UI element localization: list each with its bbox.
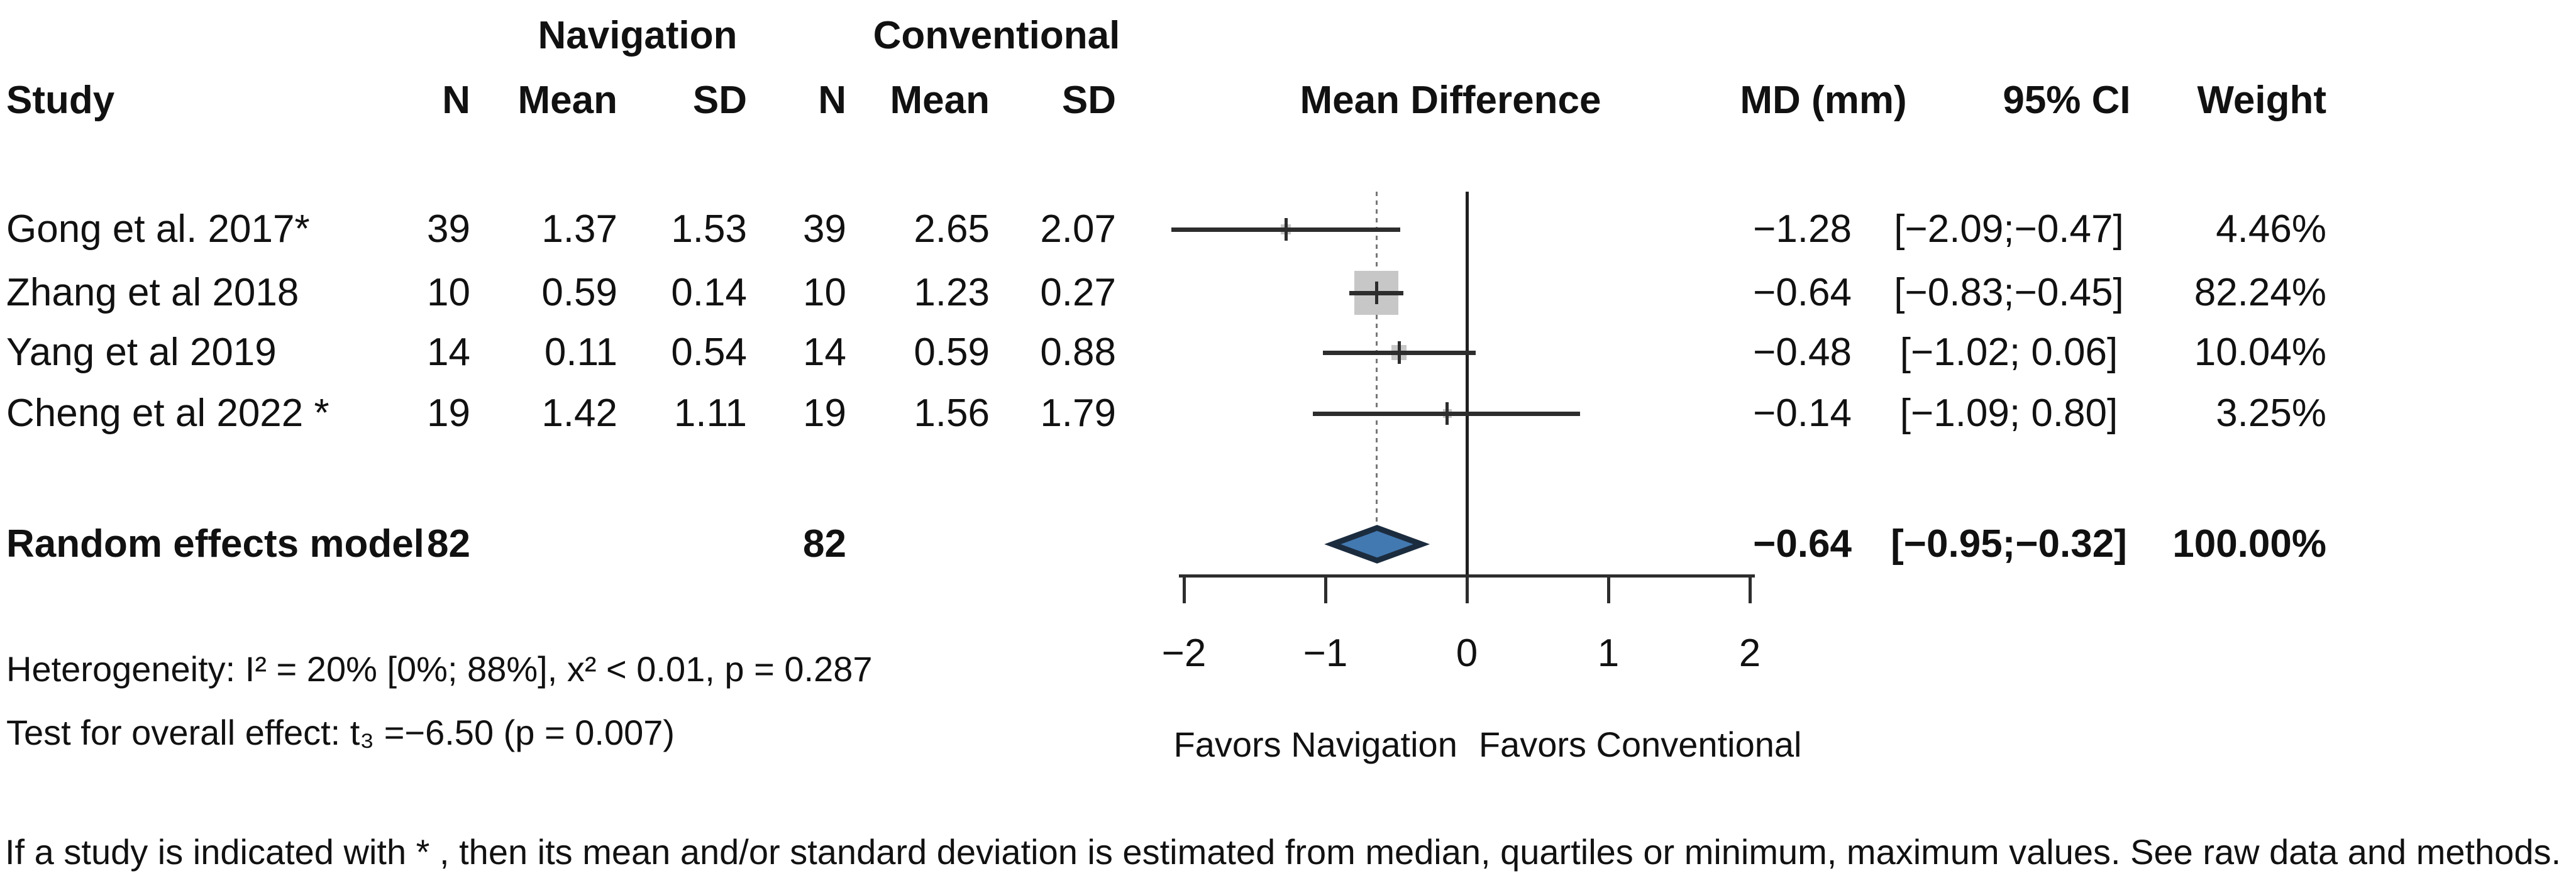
group-header-navigation: Navigation — [538, 14, 738, 57]
ci-value: [−2.09;−0.47] — [1894, 207, 2124, 251]
nav-n: 10 — [427, 271, 470, 314]
conv-n: 14 — [803, 331, 846, 374]
nav-mean: 1.42 — [541, 392, 617, 435]
col-header-nav-n: N — [442, 79, 470, 122]
summary-weight-value: 100.00% — [2172, 522, 2326, 566]
nav-sd: 0.54 — [671, 331, 747, 374]
ci-value: [−0.83;−0.45] — [1894, 271, 2124, 314]
heterogeneity-note: Heterogeneity: I² = 20% [0%; 88%], x² < … — [6, 649, 873, 689]
study-name: Zhang et al 2018 — [6, 271, 299, 314]
study-name: Gong et al. 2017* — [6, 207, 310, 251]
overall-effect-note: Test for overall effect: t₃ =−6.50 (p = … — [6, 713, 675, 752]
summary-conv-n: 82 — [803, 522, 846, 566]
nav-sd: 1.53 — [671, 207, 747, 251]
col-header-nav-mean: Mean — [517, 79, 617, 122]
col-header-nav-sd: SD — [692, 79, 747, 122]
study-md-tick — [1374, 282, 1378, 304]
x-axis-tick-label: −1 — [1303, 632, 1348, 675]
x-axis-tick-label: 0 — [1456, 632, 1478, 675]
conv-n: 19 — [803, 392, 846, 435]
conv-n: 10 — [803, 271, 846, 314]
summary-nav-n: 82 — [427, 522, 470, 566]
nav-sd: 1.11 — [673, 392, 747, 435]
md-value: −0.64 — [1753, 271, 1852, 314]
conv-mean: 1.23 — [914, 271, 990, 314]
x-axis-tick — [1182, 574, 1186, 603]
conv-sd: 0.27 — [1040, 271, 1116, 314]
conv-n: 39 — [803, 207, 846, 251]
md-value: −0.48 — [1753, 331, 1852, 374]
conv-mean: 1.56 — [914, 392, 990, 435]
md-value: −1.28 — [1753, 207, 1852, 251]
weight-value: 3.25% — [2216, 392, 2326, 435]
conv-sd: 0.88 — [1040, 331, 1116, 374]
nav-mean: 0.11 — [544, 331, 617, 374]
x-axis-tick-label: 2 — [1739, 632, 1761, 675]
favors-left-label: Favors Navigation — [1173, 725, 1457, 764]
study-md-tick — [1446, 402, 1449, 425]
col-header-mean-difference: Mean Difference — [1300, 79, 1601, 122]
nav-n: 19 — [427, 392, 470, 435]
study-md-tick — [1284, 218, 1288, 241]
summary-md-value: −0.64 — [1753, 522, 1852, 566]
nav-n: 39 — [427, 207, 470, 251]
weight-value: 82.24% — [2194, 271, 2326, 314]
study-name: Yang et al 2019 — [6, 331, 277, 374]
asterisk-footnote: If a study is indicated with * , then it… — [5, 832, 2562, 872]
col-header-conv-sd: SD — [1061, 79, 1116, 122]
x-axis-tick-label: −2 — [1161, 632, 1207, 675]
col-header-md-mm: MD (mm) — [1740, 79, 1907, 122]
favors-labels: Favors Navigation Favors Conventional — [1174, 727, 1802, 762]
group-header-conventional: Conventional — [873, 14, 1120, 57]
x-axis-tick — [1748, 574, 1752, 603]
nav-sd: 0.14 — [671, 271, 747, 314]
weight-value: 4.46% — [2216, 207, 2326, 251]
ci-value: [−1.02; 0.06] — [1899, 331, 2118, 374]
nav-n: 14 — [427, 331, 470, 374]
pooled-effect-dashed-line — [1375, 192, 1378, 531]
x-axis-tick-label: 1 — [1597, 632, 1620, 675]
favors-right-label: Favors Conventional — [1478, 725, 1802, 764]
study-name: Cheng et al 2022 * — [6, 392, 329, 435]
x-axis-tick — [1465, 574, 1469, 603]
x-axis-tick — [1324, 574, 1327, 603]
conv-sd: 1.79 — [1040, 392, 1116, 435]
zero-line — [1465, 192, 1469, 602]
study-md-tick — [1397, 341, 1401, 364]
ci-value: [−1.09; 0.80] — [1899, 392, 2118, 435]
weight-value: 10.04% — [2194, 331, 2326, 374]
summary-label: Random effects model — [6, 522, 424, 566]
summary-ci-value: [−0.95;−0.32] — [1891, 522, 2127, 566]
conv-mean: 2.65 — [914, 207, 990, 251]
col-header-conv-n: N — [818, 79, 846, 122]
col-header-conv-mean: Mean — [890, 79, 990, 122]
col-header-study: Study — [6, 79, 115, 122]
conv-mean: 0.59 — [914, 331, 990, 374]
conv-sd: 2.07 — [1040, 207, 1116, 251]
x-axis-tick — [1606, 574, 1610, 603]
nav-mean: 1.37 — [541, 207, 617, 251]
md-value: −0.14 — [1753, 392, 1852, 435]
col-header-weight: Weight — [2197, 79, 2327, 122]
col-header-95ci: 95% CI — [2003, 79, 2131, 122]
nav-mean: 0.59 — [541, 271, 617, 314]
